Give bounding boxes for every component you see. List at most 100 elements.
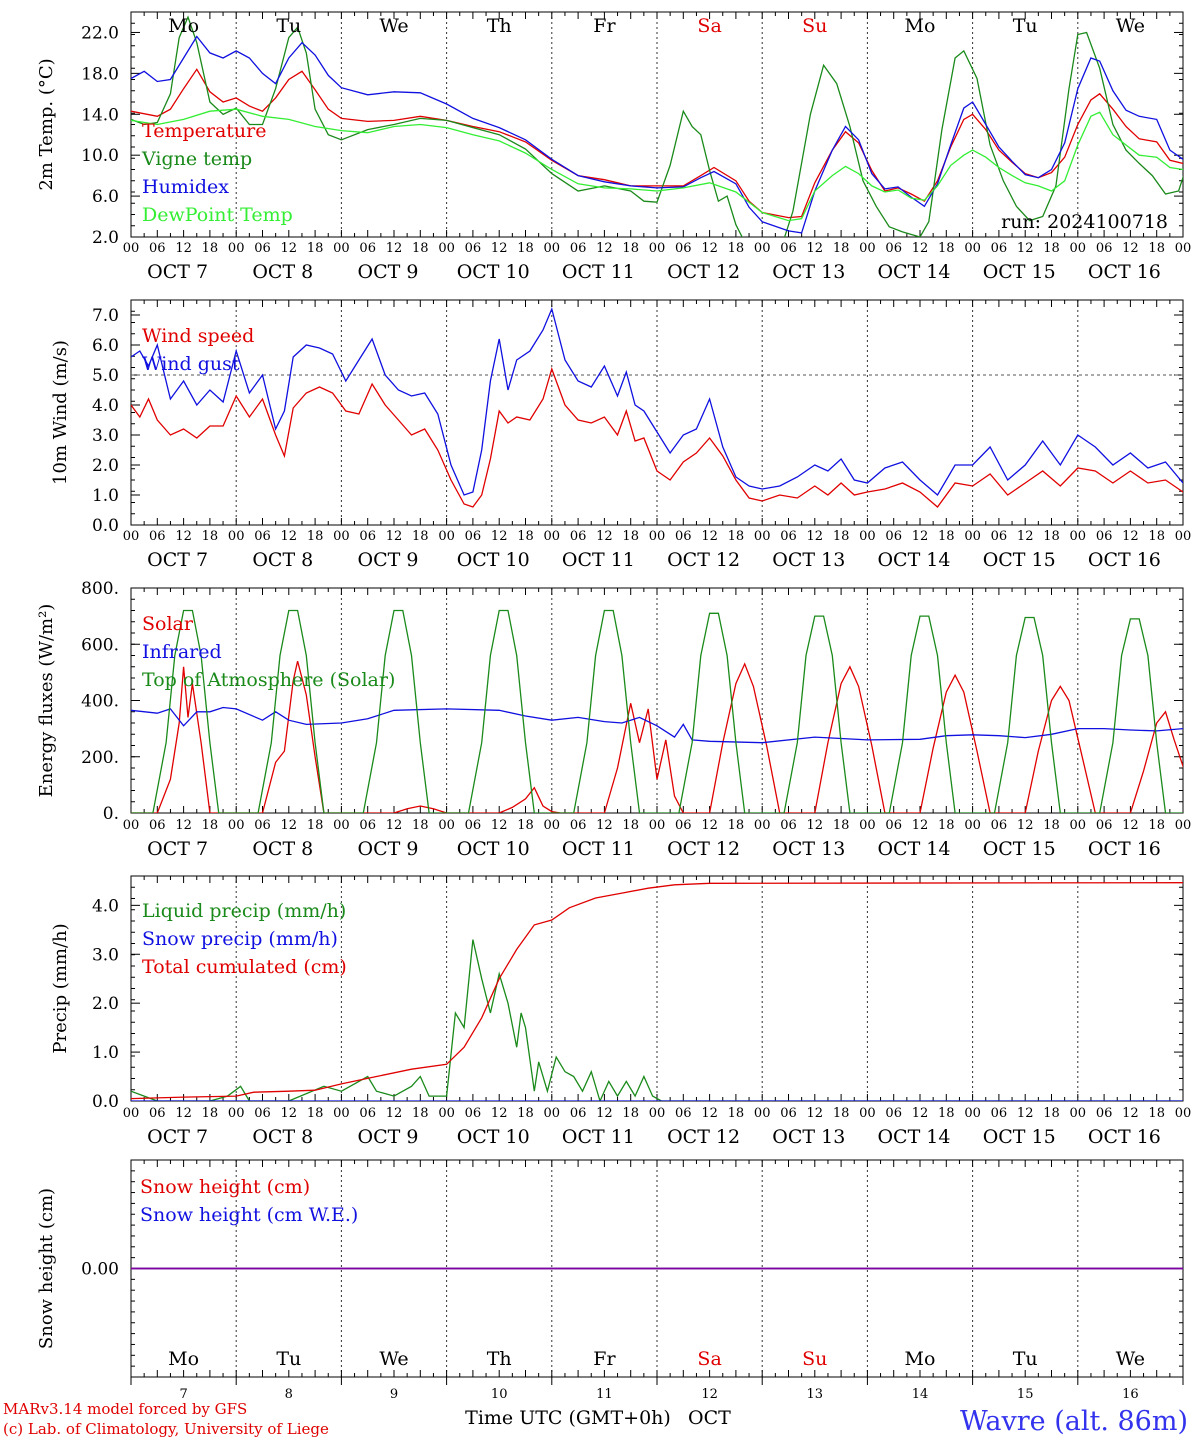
hour-tick-label: 18	[412, 529, 429, 544]
day-label: OCT 16	[1088, 549, 1161, 571]
day-label: OCT 10	[457, 549, 530, 571]
day-label: OCT 8	[252, 838, 313, 860]
hour-tick-label: 00	[649, 1106, 666, 1121]
hour-tick-label: 06	[465, 818, 482, 833]
day-label: OCT 11	[562, 1126, 635, 1148]
hour-tick-label: 00	[754, 529, 771, 544]
weekday-label: Mo	[905, 1348, 936, 1370]
hour-tick-label: 00	[333, 818, 350, 833]
panel-snow: 0.00 Snow height (cm) Snow height (cm) Snow…	[36, 1159, 1184, 1402]
hour-tick-label: 18	[1043, 529, 1060, 544]
hour-tick-label: 18	[1148, 241, 1165, 256]
hour-tick-label: 00	[649, 818, 666, 833]
hour-tick-label: 18	[1043, 818, 1060, 833]
day-number: 8	[285, 1387, 293, 1402]
day-label: OCT 10	[457, 838, 530, 860]
hour-tick-label: 18	[412, 818, 429, 833]
day-label: OCT 7	[147, 261, 208, 283]
day-label: OCT 10	[457, 261, 530, 283]
series-line-solar	[131, 660, 1183, 813]
hour-tick-label: 18	[622, 241, 639, 256]
hour-tick-label: 18	[1148, 1106, 1165, 1121]
hour-tick-label: 18	[728, 529, 745, 544]
y-tick-label: 5.0	[92, 366, 119, 386]
y-tick-label: 0.0	[92, 516, 119, 536]
day-label: OCT 11	[562, 549, 635, 571]
hour-tick-label: 00	[1175, 1106, 1192, 1121]
day-number: 14	[912, 1387, 929, 1402]
hour-tick-label: 06	[149, 241, 166, 256]
hour-tick-label: 06	[254, 818, 271, 833]
hour-tick-label: 12	[701, 1106, 718, 1121]
hour-tick-label: 12	[491, 529, 508, 544]
y-tick-label: 0.	[103, 804, 119, 824]
day-label: OCT 15	[983, 261, 1056, 283]
hour-tick-label: 12	[281, 241, 298, 256]
day-number: 15	[1017, 1387, 1034, 1402]
hour-tick-label: 12	[807, 529, 824, 544]
hour-tick-label: 00	[964, 1106, 981, 1121]
day-number: 11	[596, 1387, 613, 1402]
y-tick-label: 0.00	[81, 1260, 119, 1280]
day-label: OCT 13	[772, 838, 845, 860]
hour-tick-label: 06	[149, 1106, 166, 1121]
weekday-label: Mo	[905, 15, 936, 37]
legend-entry: Snow height (cm W.E.)	[140, 1204, 358, 1226]
hour-tick-label: 12	[175, 1106, 192, 1121]
hour-tick-label: 12	[1017, 241, 1034, 256]
hour-tick-label: 18	[307, 1106, 324, 1121]
hour-tick-label: 18	[622, 529, 639, 544]
y-axis-label: 10m Wind (m/s)	[50, 340, 71, 485]
hour-tick-label: 18	[728, 241, 745, 256]
hour-tick-label: 18	[622, 818, 639, 833]
hour-tick-label: 06	[465, 1106, 482, 1121]
hour-tick-label: 00	[438, 818, 455, 833]
day-label: OCT 14	[877, 261, 950, 283]
hour-tick-label: 12	[281, 529, 298, 544]
panel-energy: 0. 200. 400. 600. 800. Energy fluxes (W/m²) So…	[36, 579, 1191, 860]
hour-tick-label: 06	[780, 241, 797, 256]
weekday-label: Tu	[276, 1348, 301, 1370]
hour-tick-label: 18	[517, 529, 534, 544]
hour-tick-label: 12	[1122, 529, 1139, 544]
hour-tick-label: 12	[281, 818, 298, 833]
series-line-temperature	[131, 68, 1183, 219]
day-label: OCT 7	[147, 1126, 208, 1148]
hour-tick-label: 00	[1070, 818, 1087, 833]
hour-tick-label: 12	[386, 818, 403, 833]
hour-tick-label: 00	[438, 1106, 455, 1121]
hour-tick-label: 06	[359, 1106, 376, 1121]
weekday-label: Tu	[1013, 15, 1038, 37]
day-label: OCT 12	[667, 1126, 740, 1148]
legend-entry: Humidex	[142, 176, 229, 198]
day-label: OCT 10	[457, 1126, 530, 1148]
hour-tick-label: 00	[964, 241, 981, 256]
hour-tick-label: 18	[202, 818, 219, 833]
day-number: 13	[807, 1387, 824, 1402]
hour-tick-label: 18	[1148, 529, 1165, 544]
hour-tick-label: 12	[1122, 818, 1139, 833]
hour-tick-label: 06	[570, 818, 587, 833]
hour-tick-label: 06	[675, 1106, 692, 1121]
station-label: Wavre (alt. 86m)	[960, 1406, 1188, 1437]
hour-tick-label: 06	[675, 529, 692, 544]
y-tick-label: 14.0	[81, 105, 119, 125]
hour-tick-label: 18	[728, 1106, 745, 1121]
day-label: OCT 14	[877, 1126, 950, 1148]
hour-tick-label: 18	[517, 1106, 534, 1121]
hour-tick-label: 00	[438, 529, 455, 544]
hour-tick-label: 00	[754, 818, 771, 833]
hour-tick-label: 12	[491, 241, 508, 256]
x-axis-label: Time UTC (GMT+0h)	[465, 1407, 671, 1429]
day-label: OCT 9	[358, 549, 419, 571]
hour-tick-label: 12	[701, 818, 718, 833]
legend-entry: Solar	[142, 613, 194, 635]
series-line-total-cumulated-cm-	[131, 882, 1183, 1100]
hour-tick-label: 00	[228, 241, 245, 256]
legend-entry: DewPoint Temp	[142, 204, 293, 226]
hour-tick-label: 12	[386, 241, 403, 256]
hour-tick-label: 06	[1096, 1106, 1113, 1121]
hour-tick-label: 18	[1043, 1106, 1060, 1121]
hour-tick-label: 12	[1017, 818, 1034, 833]
hour-tick-label: 18	[202, 529, 219, 544]
